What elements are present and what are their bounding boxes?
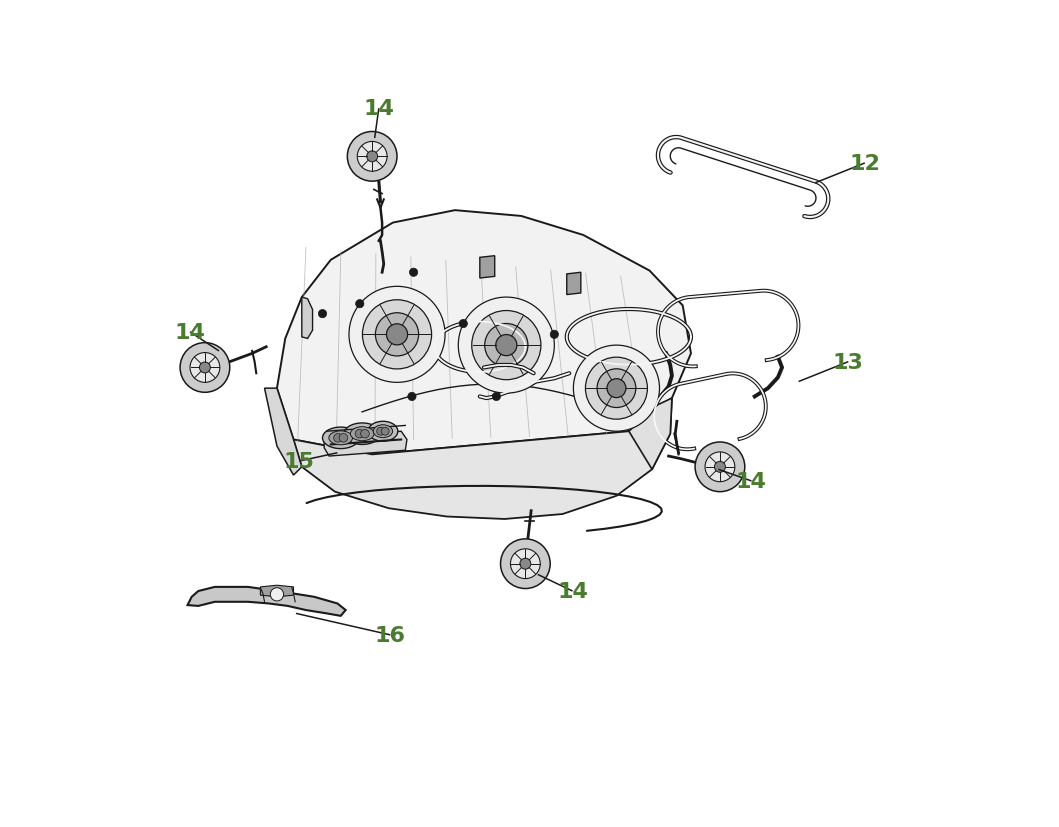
Circle shape bbox=[459, 298, 554, 394]
Polygon shape bbox=[567, 273, 580, 295]
Polygon shape bbox=[629, 399, 671, 470]
Text: 14: 14 bbox=[363, 99, 394, 119]
Text: 16: 16 bbox=[375, 625, 406, 645]
Ellipse shape bbox=[351, 428, 374, 441]
Polygon shape bbox=[293, 399, 671, 519]
Ellipse shape bbox=[369, 422, 398, 442]
Circle shape bbox=[180, 343, 230, 393]
Polygon shape bbox=[302, 298, 312, 339]
Circle shape bbox=[408, 393, 416, 401]
Circle shape bbox=[705, 452, 735, 482]
Circle shape bbox=[510, 549, 540, 579]
Circle shape bbox=[366, 151, 378, 163]
Circle shape bbox=[410, 269, 417, 277]
Text: 14: 14 bbox=[557, 581, 588, 601]
Polygon shape bbox=[480, 256, 495, 279]
Ellipse shape bbox=[373, 425, 393, 438]
Circle shape bbox=[597, 370, 635, 408]
Circle shape bbox=[715, 461, 725, 473]
Circle shape bbox=[339, 434, 347, 442]
Circle shape bbox=[199, 362, 211, 374]
Circle shape bbox=[607, 380, 626, 398]
Ellipse shape bbox=[344, 423, 380, 445]
Circle shape bbox=[492, 393, 501, 401]
Circle shape bbox=[361, 430, 370, 438]
Circle shape bbox=[695, 442, 744, 492]
Circle shape bbox=[520, 558, 531, 570]
Circle shape bbox=[270, 588, 284, 601]
Text: 15: 15 bbox=[284, 452, 315, 471]
Circle shape bbox=[349, 287, 445, 383]
Polygon shape bbox=[324, 432, 407, 457]
Circle shape bbox=[551, 331, 558, 339]
Circle shape bbox=[485, 324, 528, 367]
Circle shape bbox=[387, 324, 408, 346]
Polygon shape bbox=[265, 389, 302, 476]
Circle shape bbox=[501, 539, 551, 589]
Circle shape bbox=[334, 434, 342, 442]
Polygon shape bbox=[187, 587, 345, 616]
Ellipse shape bbox=[323, 428, 359, 449]
Polygon shape bbox=[277, 211, 690, 455]
Circle shape bbox=[460, 320, 467, 328]
Circle shape bbox=[471, 311, 541, 380]
Circle shape bbox=[586, 358, 647, 419]
Ellipse shape bbox=[329, 432, 353, 445]
Circle shape bbox=[347, 132, 397, 182]
Text: 14: 14 bbox=[175, 323, 205, 342]
Text: 14: 14 bbox=[736, 471, 767, 491]
Circle shape bbox=[573, 346, 660, 432]
Circle shape bbox=[375, 313, 418, 356]
Circle shape bbox=[319, 310, 326, 318]
Circle shape bbox=[377, 428, 384, 436]
Circle shape bbox=[496, 335, 517, 356]
Polygon shape bbox=[261, 586, 293, 597]
Circle shape bbox=[355, 430, 364, 438]
Text: 13: 13 bbox=[832, 352, 864, 372]
Circle shape bbox=[362, 300, 432, 370]
Text: 12: 12 bbox=[849, 154, 880, 174]
Circle shape bbox=[357, 142, 388, 172]
Circle shape bbox=[356, 300, 364, 308]
Circle shape bbox=[381, 428, 389, 436]
Circle shape bbox=[190, 353, 220, 383]
